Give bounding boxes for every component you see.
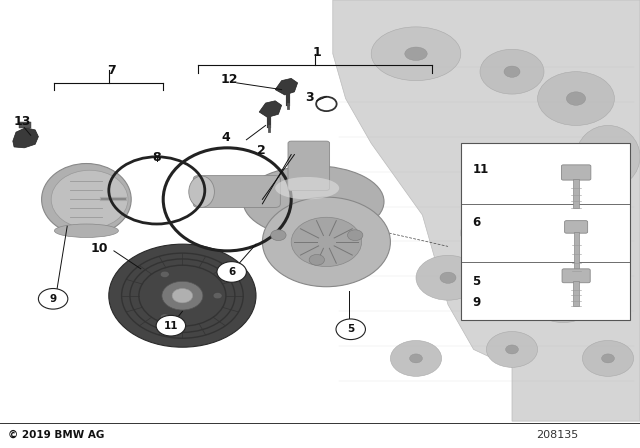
Text: 208135: 208135: [536, 430, 578, 439]
Ellipse shape: [602, 354, 614, 363]
Bar: [19, 122, 31, 128]
Ellipse shape: [486, 332, 538, 367]
Text: 11: 11: [472, 164, 488, 177]
Text: 4: 4: [221, 131, 230, 145]
Ellipse shape: [582, 340, 634, 376]
Text: 10: 10: [90, 242, 108, 255]
Text: 11: 11: [164, 321, 178, 331]
Text: 1: 1: [312, 46, 321, 59]
Ellipse shape: [416, 255, 480, 300]
Text: 3: 3: [305, 91, 314, 104]
Ellipse shape: [480, 49, 544, 94]
Text: 2: 2: [257, 143, 266, 157]
Polygon shape: [259, 101, 282, 117]
Circle shape: [348, 230, 363, 241]
Bar: [573, 179, 579, 208]
Circle shape: [213, 293, 222, 299]
Circle shape: [291, 217, 362, 267]
Ellipse shape: [600, 149, 616, 165]
Circle shape: [336, 319, 365, 340]
Circle shape: [156, 315, 186, 336]
Text: 7: 7: [108, 64, 116, 77]
Text: 13: 13: [13, 115, 31, 129]
Text: 5: 5: [347, 324, 355, 334]
Text: 9: 9: [49, 294, 57, 304]
Ellipse shape: [556, 295, 572, 306]
Ellipse shape: [42, 164, 131, 235]
Ellipse shape: [390, 340, 442, 376]
Ellipse shape: [410, 354, 422, 363]
Ellipse shape: [189, 176, 214, 207]
Circle shape: [38, 289, 68, 309]
Ellipse shape: [243, 166, 384, 237]
FancyBboxPatch shape: [564, 221, 588, 233]
Ellipse shape: [54, 224, 118, 237]
FancyBboxPatch shape: [561, 165, 591, 180]
Ellipse shape: [566, 92, 586, 105]
Ellipse shape: [461, 206, 538, 260]
Text: 5: 5: [472, 275, 481, 288]
Bar: [573, 281, 579, 306]
Text: 6: 6: [472, 215, 481, 228]
Ellipse shape: [405, 47, 428, 60]
Circle shape: [160, 314, 169, 320]
Ellipse shape: [51, 170, 128, 228]
Polygon shape: [333, 0, 640, 421]
Circle shape: [217, 262, 246, 282]
Text: 6: 6: [228, 267, 236, 277]
FancyBboxPatch shape: [288, 141, 330, 190]
Bar: [461, 143, 630, 320]
Ellipse shape: [371, 27, 461, 81]
Text: 12: 12: [220, 73, 238, 86]
Ellipse shape: [552, 194, 575, 209]
Ellipse shape: [275, 177, 339, 199]
Ellipse shape: [576, 125, 640, 188]
Text: 8: 8: [152, 151, 161, 164]
Ellipse shape: [490, 226, 509, 240]
Circle shape: [172, 289, 193, 303]
Ellipse shape: [504, 66, 520, 78]
Ellipse shape: [506, 345, 518, 354]
Bar: [573, 232, 579, 271]
FancyBboxPatch shape: [562, 269, 590, 283]
Polygon shape: [275, 78, 298, 95]
Ellipse shape: [518, 170, 608, 233]
Ellipse shape: [538, 72, 614, 125]
Ellipse shape: [531, 278, 595, 323]
Circle shape: [161, 271, 169, 277]
Text: © 2019 BMW AG: © 2019 BMW AG: [8, 430, 104, 439]
Ellipse shape: [262, 197, 390, 287]
Circle shape: [162, 281, 203, 310]
Circle shape: [271, 230, 286, 241]
Circle shape: [109, 244, 256, 347]
Text: 9: 9: [472, 296, 481, 309]
Polygon shape: [13, 128, 38, 148]
Ellipse shape: [440, 272, 456, 284]
FancyBboxPatch shape: [193, 176, 280, 207]
Circle shape: [309, 254, 324, 265]
